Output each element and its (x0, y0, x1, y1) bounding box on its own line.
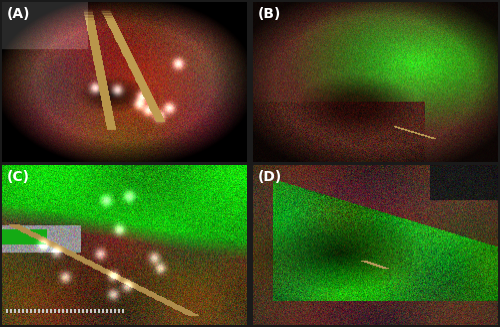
Text: (D): (D) (258, 170, 282, 184)
Text: (C): (C) (7, 170, 30, 184)
Text: (B): (B) (258, 7, 281, 21)
Text: (A): (A) (7, 7, 30, 21)
